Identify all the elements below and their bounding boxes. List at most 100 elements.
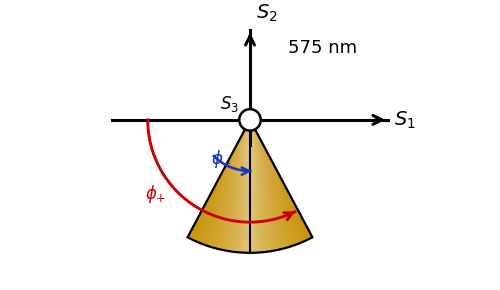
Polygon shape bbox=[250, 120, 284, 249]
Polygon shape bbox=[230, 155, 270, 163]
Polygon shape bbox=[250, 120, 286, 248]
Polygon shape bbox=[244, 120, 250, 253]
Polygon shape bbox=[236, 143, 264, 150]
Polygon shape bbox=[250, 120, 259, 253]
Text: $\phi_{-}$: $\phi_{-}$ bbox=[210, 148, 232, 170]
Polygon shape bbox=[241, 120, 250, 253]
Polygon shape bbox=[222, 170, 278, 180]
Polygon shape bbox=[250, 120, 270, 251]
Polygon shape bbox=[188, 120, 312, 253]
Polygon shape bbox=[246, 120, 250, 253]
Polygon shape bbox=[219, 176, 281, 186]
Polygon shape bbox=[234, 146, 266, 153]
Polygon shape bbox=[248, 120, 250, 253]
Text: $S_3$: $S_3$ bbox=[220, 94, 239, 113]
Polygon shape bbox=[250, 120, 288, 248]
Polygon shape bbox=[250, 120, 252, 253]
Polygon shape bbox=[230, 120, 250, 251]
Polygon shape bbox=[232, 120, 250, 252]
Polygon shape bbox=[250, 120, 290, 247]
Polygon shape bbox=[250, 120, 292, 246]
Polygon shape bbox=[200, 120, 250, 243]
Polygon shape bbox=[242, 120, 250, 253]
Polygon shape bbox=[250, 120, 297, 245]
Polygon shape bbox=[250, 120, 298, 244]
Polygon shape bbox=[250, 120, 260, 253]
Polygon shape bbox=[250, 120, 256, 253]
Polygon shape bbox=[250, 120, 294, 246]
Polygon shape bbox=[202, 120, 250, 244]
Polygon shape bbox=[219, 120, 250, 249]
Polygon shape bbox=[226, 120, 250, 251]
Polygon shape bbox=[214, 120, 250, 248]
Polygon shape bbox=[230, 120, 250, 252]
Polygon shape bbox=[217, 179, 283, 190]
Polygon shape bbox=[250, 120, 300, 244]
Polygon shape bbox=[226, 161, 274, 170]
Polygon shape bbox=[250, 120, 277, 250]
Polygon shape bbox=[250, 120, 300, 243]
Text: $S_1$: $S_1$ bbox=[394, 109, 416, 130]
Polygon shape bbox=[244, 129, 256, 133]
Polygon shape bbox=[239, 137, 261, 143]
Polygon shape bbox=[242, 132, 258, 137]
Polygon shape bbox=[228, 120, 250, 251]
Polygon shape bbox=[250, 120, 263, 252]
Polygon shape bbox=[220, 173, 280, 183]
Polygon shape bbox=[250, 120, 294, 246]
Polygon shape bbox=[223, 120, 250, 250]
Text: 575 nm: 575 nm bbox=[288, 39, 357, 57]
Text: $S_2$: $S_2$ bbox=[256, 3, 278, 24]
Polygon shape bbox=[250, 120, 272, 251]
Polygon shape bbox=[250, 120, 278, 250]
Polygon shape bbox=[250, 120, 264, 252]
Polygon shape bbox=[250, 120, 274, 251]
Polygon shape bbox=[224, 167, 276, 176]
Polygon shape bbox=[224, 120, 250, 251]
Polygon shape bbox=[206, 120, 250, 246]
Polygon shape bbox=[240, 120, 250, 253]
Polygon shape bbox=[198, 120, 250, 243]
Polygon shape bbox=[214, 184, 286, 196]
Polygon shape bbox=[228, 158, 272, 166]
Polygon shape bbox=[250, 120, 281, 249]
Polygon shape bbox=[210, 120, 250, 247]
Polygon shape bbox=[218, 120, 250, 249]
Polygon shape bbox=[250, 120, 267, 252]
Polygon shape bbox=[238, 140, 262, 146]
Polygon shape bbox=[213, 120, 250, 248]
Polygon shape bbox=[196, 120, 250, 242]
Polygon shape bbox=[246, 126, 254, 130]
Polygon shape bbox=[250, 120, 276, 251]
Polygon shape bbox=[234, 120, 250, 252]
Polygon shape bbox=[220, 120, 250, 250]
Polygon shape bbox=[250, 120, 274, 251]
Polygon shape bbox=[216, 120, 250, 249]
Polygon shape bbox=[197, 120, 250, 242]
Polygon shape bbox=[232, 152, 268, 160]
Polygon shape bbox=[222, 120, 250, 250]
Polygon shape bbox=[250, 120, 296, 245]
Polygon shape bbox=[250, 120, 280, 250]
Polygon shape bbox=[238, 120, 250, 252]
Polygon shape bbox=[233, 149, 267, 156]
Polygon shape bbox=[225, 164, 275, 173]
Polygon shape bbox=[250, 120, 304, 242]
Polygon shape bbox=[250, 120, 270, 252]
Polygon shape bbox=[250, 120, 252, 253]
Polygon shape bbox=[216, 120, 250, 249]
Polygon shape bbox=[208, 120, 250, 246]
Polygon shape bbox=[204, 120, 250, 245]
Polygon shape bbox=[248, 120, 250, 253]
Polygon shape bbox=[245, 120, 250, 253]
Polygon shape bbox=[212, 120, 250, 248]
Polygon shape bbox=[250, 120, 284, 249]
Polygon shape bbox=[211, 190, 289, 203]
Polygon shape bbox=[250, 120, 291, 247]
Polygon shape bbox=[248, 120, 252, 123]
Polygon shape bbox=[237, 120, 250, 252]
Polygon shape bbox=[250, 120, 254, 253]
Polygon shape bbox=[247, 123, 253, 126]
Polygon shape bbox=[226, 120, 250, 251]
Polygon shape bbox=[216, 182, 284, 193]
